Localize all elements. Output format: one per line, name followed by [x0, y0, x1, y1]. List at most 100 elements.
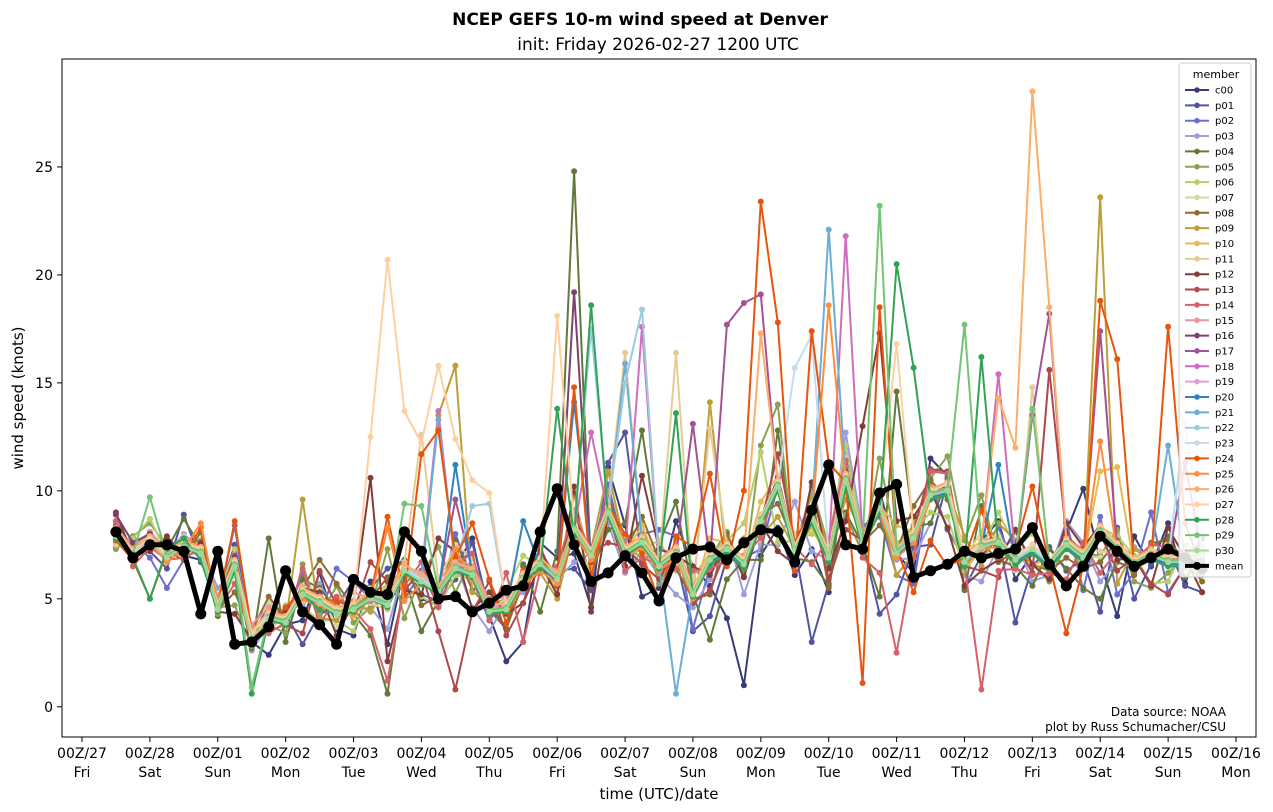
data-point — [1182, 582, 1189, 589]
data-point — [1080, 485, 1087, 492]
data-point — [180, 511, 187, 518]
data-point — [806, 504, 818, 516]
y-axis-label: wind speed (knots) — [9, 326, 27, 469]
data-point — [554, 405, 561, 412]
y-tick-label: 25 — [35, 160, 53, 176]
data-point — [486, 576, 493, 583]
data-point — [656, 585, 662, 591]
data-point — [163, 533, 170, 540]
data-point — [673, 518, 679, 525]
data-point — [755, 524, 767, 536]
legend-label: p13 — [1215, 285, 1234, 296]
data-point — [163, 559, 170, 566]
data-point — [639, 593, 645, 600]
data-point — [706, 636, 713, 643]
data-point — [1097, 194, 1104, 201]
data-point — [927, 520, 934, 527]
legend-entry-p07: p07 — [1185, 193, 1234, 204]
legend-swatch-marker — [1194, 409, 1200, 416]
x-tick-day-label: Sat — [614, 765, 637, 781]
data-point — [673, 349, 679, 356]
data-point — [1029, 405, 1036, 412]
data-point — [367, 626, 374, 632]
data-point — [1043, 558, 1055, 570]
data-point — [348, 573, 359, 585]
x-tick-date-label: 00Z/03 — [329, 746, 379, 762]
data-point — [857, 543, 869, 555]
data-point — [602, 567, 614, 579]
data-point — [246, 636, 258, 648]
data-point — [231, 602, 238, 609]
legend-swatch-marker — [1194, 286, 1200, 293]
data-point — [706, 470, 713, 477]
data-point — [995, 395, 1002, 401]
data-point — [893, 591, 900, 598]
data-point — [265, 651, 272, 658]
data-point — [842, 477, 849, 484]
legend-swatch-marker — [1194, 225, 1200, 231]
data-point — [927, 468, 934, 475]
data-point — [706, 613, 713, 620]
data-point — [452, 554, 459, 561]
data-point — [740, 574, 747, 581]
data-point — [1114, 464, 1121, 471]
data-point — [554, 576, 561, 583]
data-point — [469, 539, 476, 546]
data-point — [859, 554, 866, 561]
data-point — [639, 472, 645, 479]
legend-entry-p01: p01 — [1185, 101, 1234, 112]
data-point — [1012, 556, 1019, 563]
data-point — [978, 544, 985, 550]
data-point — [1063, 541, 1070, 548]
data-point — [503, 658, 510, 665]
data-point — [740, 591, 747, 598]
legend-label: p03 — [1215, 132, 1234, 143]
data-point — [723, 546, 730, 553]
data-point — [299, 591, 306, 598]
data-point — [808, 328, 815, 335]
data-point — [163, 565, 170, 572]
data-source-note: Data source: NOAA — [1111, 705, 1227, 719]
data-point — [469, 565, 476, 572]
data-point — [842, 429, 849, 436]
legend-label: p07 — [1215, 193, 1234, 204]
data-point — [282, 630, 289, 637]
data-point — [163, 554, 170, 561]
data-point — [418, 572, 425, 579]
data-point — [1097, 438, 1104, 445]
data-point — [331, 638, 343, 650]
y-tick-label: 5 — [44, 592, 53, 608]
legend-label: p27 — [1215, 500, 1234, 511]
data-point — [350, 632, 357, 639]
data-point — [333, 623, 340, 630]
data-point — [435, 362, 442, 369]
data-point — [180, 515, 187, 522]
data-point — [1029, 550, 1036, 557]
data-point — [520, 518, 527, 525]
x-tick-day-label: Fri — [549, 765, 566, 781]
data-point — [1029, 483, 1036, 490]
data-point — [891, 478, 903, 490]
y-tick-label: 10 — [35, 484, 53, 500]
x-tick-date-label: 00Z/13 — [1007, 746, 1057, 762]
data-point — [874, 487, 886, 499]
data-point — [1077, 560, 1089, 572]
legend-entry-p17: p17 — [1185, 346, 1234, 357]
data-point — [178, 545, 190, 557]
legend-entry-p23: p23 — [1185, 439, 1234, 450]
x-axis: 00Z/27 Fri 00Z/28 Sat 00Z/01 Sun 00Z/02 Mon 00Z/… — [57, 737, 1261, 781]
data-point — [1114, 591, 1121, 598]
data-point — [314, 619, 326, 631]
data-point — [978, 507, 985, 514]
legend-entry-p29: p29 — [1185, 531, 1234, 542]
data-point — [401, 598, 408, 604]
legend-label: p11 — [1215, 254, 1234, 265]
data-point — [1165, 524, 1172, 531]
data-point — [350, 628, 357, 635]
data-point — [605, 539, 612, 546]
legend-entry-p30: p30 — [1185, 546, 1234, 557]
legend-label: p28 — [1215, 515, 1234, 526]
data-point — [1165, 591, 1172, 598]
data-point — [1080, 585, 1087, 591]
